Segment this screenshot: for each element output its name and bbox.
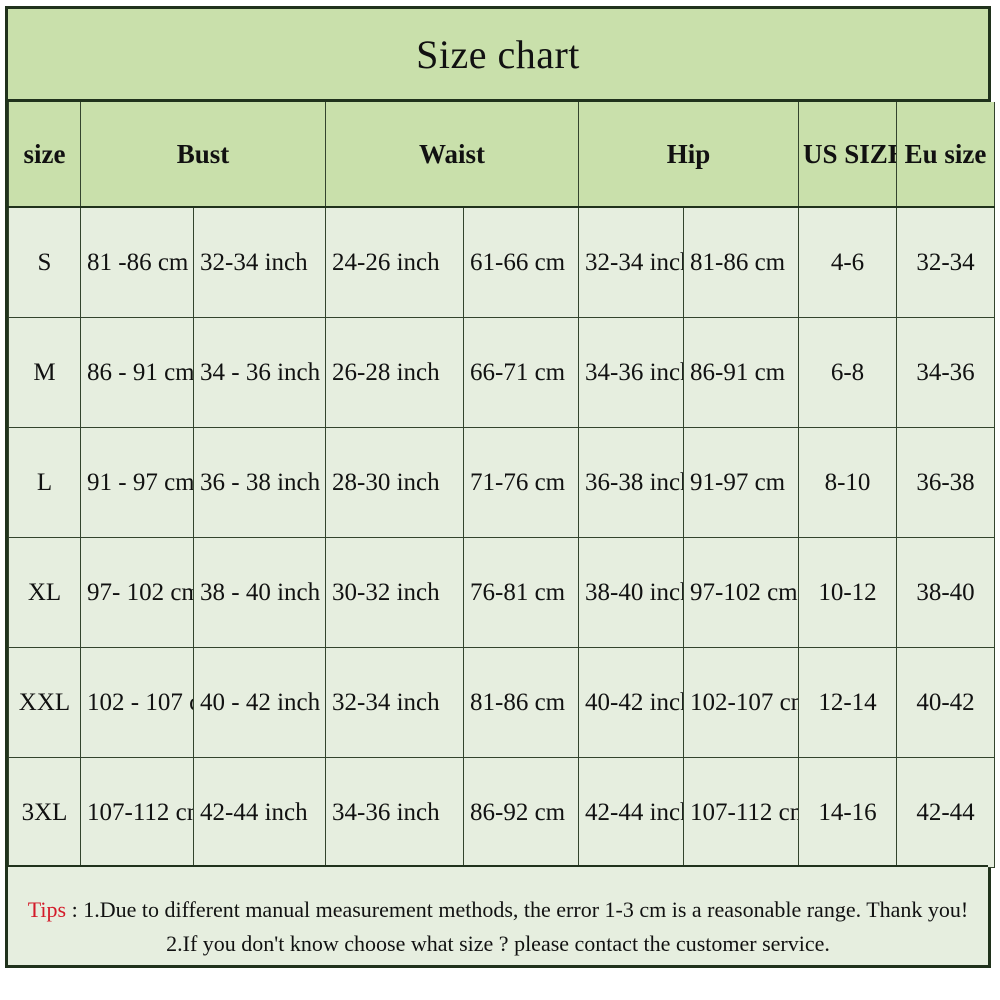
table-row: 3XL 107-112 cm 42-44 inch 34-36 inch 86-… (8, 757, 996, 868)
cell-hip-inch: 34-36 inch (578, 317, 685, 428)
cell-eu-size: 38-40 (896, 537, 996, 648)
tips-label: Tips (27, 897, 67, 922)
cell-waist-cm: 86-92 cm (462, 757, 580, 868)
cell-bust-cm: 86 - 91 cm (80, 317, 194, 428)
table-row: S 81 -86 cm 32-34 inch 24-26 inch 61-66 … (8, 206, 996, 318)
cell-bust-cm: 107-112 cm (80, 757, 194, 868)
size-chart-container: Size chart size Bust Waist Hip (5, 6, 996, 968)
tips-line-1: Tips : 1.Due to different manual measure… (22, 893, 974, 927)
cell-waist-cm: 66-71 cm (462, 317, 580, 428)
cell-eu-size: 40-42 (896, 647, 996, 758)
cell-bust-inch: 34 - 36 inch (193, 317, 326, 428)
cell-hip-inch: 42-44 inch (578, 757, 685, 868)
cell-size: S (8, 206, 81, 318)
cell-waist-inch: 26-28 inch (325, 317, 464, 428)
column-header-size: size (8, 102, 81, 208)
cell-hip-inch: 40-42 inch (578, 647, 685, 758)
size-table: size Bust Waist Hip US SIZE Eu size S 81… (8, 102, 996, 868)
page-title: Size chart (416, 31, 580, 77)
cell-bust-cm: 97- 102 cm (80, 537, 194, 648)
cell-hip-inch: 36-38 inch (578, 427, 685, 538)
chart-title-bar: Size chart (8, 9, 988, 102)
table-body: S 81 -86 cm 32-34 inch 24-26 inch 61-66 … (8, 206, 996, 868)
cell-us-size: 12-14 (798, 647, 898, 758)
cell-waist-inch: 32-34 inch (325, 647, 464, 758)
column-header-us-size: US SIZE (798, 102, 898, 208)
table-row: XL 97- 102 cm 38 - 40 inch 30-32 inch 76… (8, 537, 996, 648)
table-row: M 86 - 91 cm 34 - 36 inch 26-28 inch 66-… (8, 317, 996, 428)
cell-waist-cm: 81-86 cm (462, 647, 580, 758)
tips-footer: Tips : 1.Due to different manual measure… (8, 865, 988, 965)
cell-bust-cm: 91 - 97 cm (80, 427, 194, 538)
cell-waist-cm: 61-66 cm (462, 206, 580, 318)
cell-eu-size: 34-36 (896, 317, 996, 428)
table-header: size Bust Waist Hip US SIZE Eu size (8, 102, 996, 208)
cell-hip-cm: 91-97 cm (683, 427, 800, 538)
cell-size: L (8, 427, 81, 538)
cell-us-size: 6-8 (798, 317, 898, 428)
cell-hip-cm: 97-102 cm (683, 537, 800, 648)
table-row: L 91 - 97 cm 36 - 38 inch 28-30 inch 71-… (8, 427, 996, 538)
cell-us-size: 8-10 (798, 427, 898, 538)
cell-waist-cm: 71-76 cm (462, 427, 580, 538)
cell-us-size: 4-6 (798, 206, 898, 318)
cell-bust-cm: 81 -86 cm (80, 206, 194, 318)
cell-eu-size: 32-34 (896, 206, 996, 318)
cell-hip-cm: 107-112 cm (683, 757, 800, 868)
header-row: size Bust Waist Hip US SIZE Eu size (8, 102, 996, 208)
cell-bust-inch: 36 - 38 inch (193, 427, 326, 538)
cell-waist-inch: 30-32 inch (325, 537, 464, 648)
cell-eu-size: 36-38 (896, 427, 996, 538)
column-header-waist: Waist (324, 102, 580, 208)
cell-hip-cm: 86-91 cm (683, 317, 800, 428)
column-header-eu-size: Eu size (896, 102, 996, 208)
cell-bust-inch: 40 - 42 inch (193, 647, 326, 758)
cell-hip-inch: 32-34 inch (578, 206, 685, 318)
size-table-wrapper: size Bust Waist Hip US SIZE Eu size S 81… (8, 102, 996, 868)
cell-hip-inch: 38-40 inch (578, 537, 685, 648)
cell-waist-inch: 28-30 inch (325, 427, 464, 538)
cell-us-size: 10-12 (798, 537, 898, 648)
cell-eu-size: 42-44 (896, 757, 996, 868)
cell-hip-cm: 81-86 cm (683, 206, 800, 318)
cell-size: XXL (8, 647, 81, 758)
cell-bust-cm: 102 - 107 cm (80, 647, 194, 758)
cell-waist-inch: 34-36 inch (325, 757, 464, 868)
column-header-hip: Hip (578, 102, 800, 208)
cell-size: 3XL (8, 757, 81, 868)
cell-size: M (8, 317, 81, 428)
cell-bust-inch: 32-34 inch (193, 206, 326, 318)
cell-waist-inch: 24-26 inch (325, 206, 464, 318)
cell-waist-cm: 76-81 cm (462, 537, 580, 648)
cell-size: XL (8, 537, 81, 648)
tips-text-1: : 1.Due to different manual measurement … (66, 897, 969, 922)
cell-us-size: 14-16 (798, 757, 898, 868)
column-header-bust: Bust (80, 102, 326, 208)
cell-hip-cm: 102-107 cm (683, 647, 800, 758)
table-row: XXL 102 - 107 cm 40 - 42 inch 32-34 inch… (8, 647, 996, 758)
cell-bust-inch: 42-44 inch (193, 757, 326, 868)
cell-bust-inch: 38 - 40 inch (193, 537, 326, 648)
tips-line-2: 2.If you don't know choose what size ? p… (166, 931, 830, 957)
